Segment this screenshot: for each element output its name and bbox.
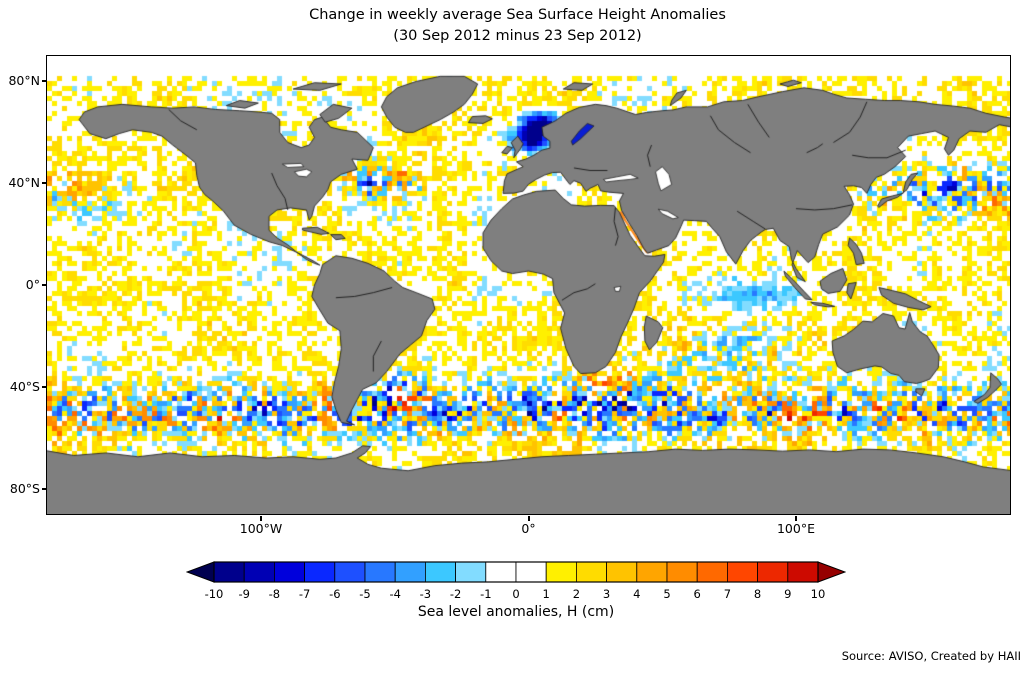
colorbar-tick-label: 3 (603, 587, 610, 601)
colorbar-label: Sea level anomalies, H (cm) (417, 604, 615, 620)
colorbar-tick-label: 8 (754, 587, 761, 601)
figure-subtitle: (30 Sep 2012 minus 23 Sep 2012) (393, 28, 642, 44)
colorbar-segment (213, 561, 245, 583)
colorbar-segment (575, 561, 607, 583)
colorbar-under-arrow (186, 561, 215, 583)
y-tick-mark (42, 182, 47, 185)
colorbar-tick-label: 2 (573, 587, 580, 601)
colorbar-tick-label: -9 (238, 587, 249, 601)
colorbar-tick-label: 6 (694, 587, 701, 601)
colorbar-segment (455, 561, 487, 583)
colorbar-segment (485, 561, 517, 583)
colorbar-segment (394, 561, 426, 583)
colorbar-tick-label: 4 (633, 587, 640, 601)
map-plot-area (46, 55, 1011, 515)
y-axis-label-0: 0° (25, 277, 40, 292)
colorbar-segment (757, 561, 789, 583)
x-tick-mark (527, 516, 530, 521)
colorbar-segment (243, 561, 275, 583)
colorbar-tick-label: -4 (389, 587, 400, 601)
colorbar-segment (334, 561, 366, 583)
x-axis-label-100e: 100°E (776, 521, 815, 536)
world-map-canvas (47, 56, 1010, 514)
y-tick-mark (42, 284, 47, 286)
y-axis-label-80n: 80°N (8, 73, 40, 89)
y-tick-mark (42, 385, 47, 388)
y-axis-label-40s: 40°S (9, 378, 40, 394)
colorbar-over-arrow (817, 561, 846, 583)
colorbar-segment (606, 561, 638, 583)
colorbar: -10 -9 -8 -7 -6 -5 -4 -3 -2 -1 0 1 2 3 4 5 6 7 8 9 10 (186, 561, 846, 601)
colorbar-segment (274, 561, 306, 583)
x-tick-mark (795, 516, 797, 521)
colorbar-tick-label: -6 (329, 587, 340, 601)
colorbar-segment (727, 561, 759, 583)
colorbar-tick-label: 10 (811, 587, 826, 601)
colorbar-tick-label: -1 (480, 587, 491, 601)
colorbar-segment (304, 561, 336, 583)
source-note: Source: AVISO, Created by HAII (841, 649, 1021, 663)
colorbar-tick-label: -10 (205, 587, 224, 601)
colorbar-tick-label: 0 (512, 587, 519, 601)
x-axis-label-100w: 100°W (239, 521, 283, 536)
colorbar-tick-label: 5 (663, 587, 670, 601)
colorbar-tick-label: -5 (359, 587, 370, 601)
colorbar-segment (696, 561, 728, 583)
colorbar-segment (545, 561, 577, 583)
y-tick-mark (42, 487, 47, 490)
colorbar-tick-label: -2 (450, 587, 461, 601)
colorbar-tick-label: 9 (784, 587, 791, 601)
y-tick-mark (42, 80, 47, 83)
colorbar-segment (515, 561, 547, 583)
y-axis-label-40n: 40°N (8, 175, 40, 191)
x-axis-label-0: 0° (521, 521, 536, 536)
colorbar-frame (213, 561, 819, 583)
colorbar-tick-label: -3 (420, 587, 431, 601)
colorbar-segment (666, 561, 698, 583)
colorbar-tick-label: 7 (724, 587, 731, 601)
colorbar-segment (636, 561, 668, 583)
colorbar-segment (787, 561, 819, 583)
x-tick-mark (260, 516, 262, 521)
y-axis-label-80s: 80°S (9, 480, 40, 496)
colorbar-tick-label: -8 (269, 587, 280, 601)
colorbar-tick-label: -7 (299, 587, 310, 601)
colorbar-segment (424, 561, 456, 583)
colorbar-tick-label: 1 (543, 587, 550, 601)
figure-title: Change in weekly average Sea Surface Hei… (309, 7, 726, 23)
colorbar-segment (364, 561, 396, 583)
